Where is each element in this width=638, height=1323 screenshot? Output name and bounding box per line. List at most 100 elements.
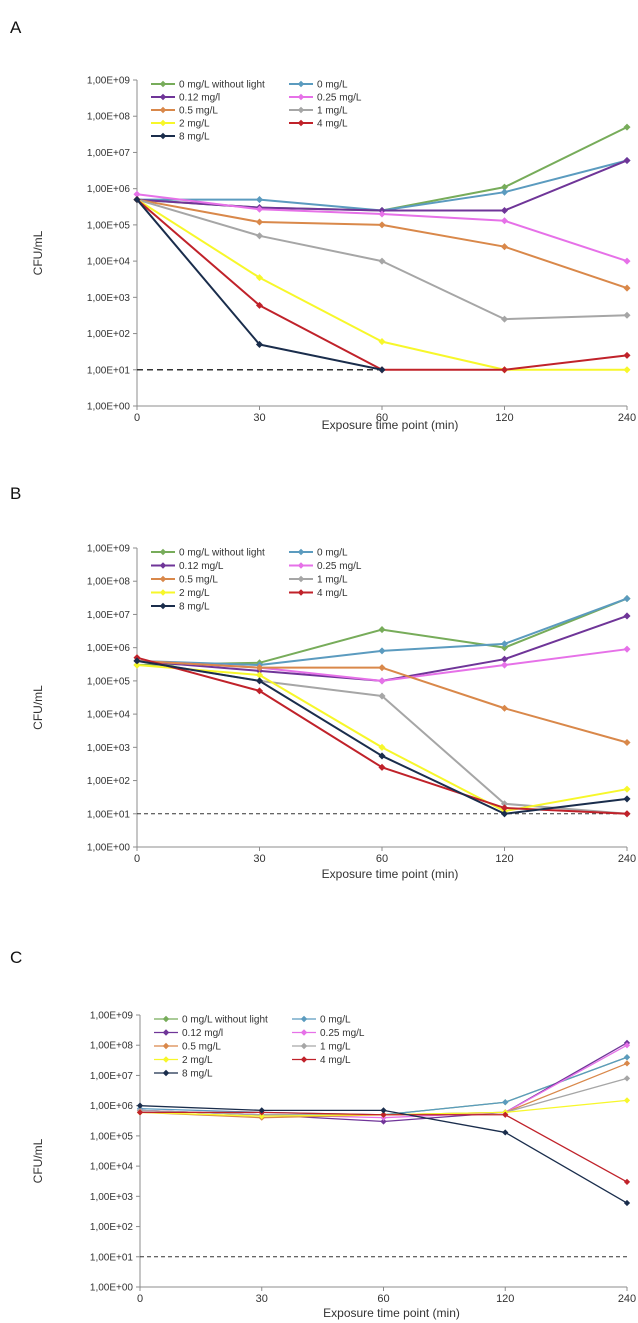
data-point [255,205,264,213]
data-point [255,340,264,348]
legend-label: 0.5 mg/L [179,106,218,117]
legend-label: 0 mg/L without light [179,80,265,91]
data-point [378,221,386,229]
x-tick-label: 60 [376,412,388,424]
panel-b: B 1,00E+00 1,00E+01 1,00E+02 1,00E+03 1,00E+… [0,440,638,882]
legend-label: 0.12 mg/l [182,1028,223,1039]
legend-marker [159,602,167,610]
legend-entry: 8 mg/L [151,602,210,613]
legend-label: 0.12 mg/L [179,561,224,572]
legend-entry: 1 mg/L [289,575,348,586]
legend-entry: 0.25 mg/L [289,561,362,572]
data-point [623,1199,631,1207]
data-point [623,645,631,653]
data-point [255,301,264,309]
y-tick-label: 1,00E+05 [90,1131,134,1142]
y-tick-label: 1,00E+09 [87,76,131,87]
legend-marker [300,1015,308,1023]
data-point [378,647,386,655]
legend-marker [300,1029,308,1036]
legend-entry: 1 mg/L [289,106,348,117]
x-tick-label: 240 [618,412,636,424]
data-point [378,752,386,760]
y-tick-label: 1,00E+07 [90,1071,134,1082]
panel-c: C 1,00E+00 1,00E+01 1,00E+02 1,00E+03 1,00E+… [0,880,638,1323]
data-point [133,190,141,198]
data-point [378,210,386,218]
data-point [623,284,631,292]
x-tick-label: 120 [496,1293,514,1305]
data-point [623,1097,631,1104]
chart-b: 1,00E+00 1,00E+01 1,00E+02 1,00E+03 1,00E+04… [31,544,636,882]
y-tick-label: 1,00E+00 [87,843,131,854]
data-point [255,274,264,282]
x-tick-label: 0 [137,1293,143,1305]
y-tick-label: 1,00E+07 [87,610,131,621]
legend-entry: 0 mg/L [289,80,348,91]
data-point [623,1054,631,1061]
x-tick-label: 60 [377,1293,389,1305]
legend-entry: 1 mg/L [292,1042,351,1053]
legend-entry: 0.25 mg/L [292,1028,365,1039]
series-6 [133,661,631,815]
series-8 [133,196,386,374]
data-point [500,217,509,225]
legend-marker [300,1056,308,1063]
y-tick-label: 1,00E+06 [87,184,131,195]
y-tick-label: 1,00E+05 [87,220,131,231]
x-tick-label: 120 [495,853,513,865]
legend-marker [159,548,167,556]
legend-entry: 8 mg/L [154,1069,213,1080]
legend-marker [162,1042,170,1050]
data-point [502,1111,509,1118]
panel-a: A 1,00E+00 1,00E+01 1,00E+02 1,00E+03 1,00E+… [0,0,638,440]
data-point [623,257,631,265]
y-tick-label: 1,00E+01 [87,365,131,376]
legend-label: 0 mg/L without light [179,548,265,559]
legend-label: 0.25 mg/L [320,1028,365,1039]
y-tick-label: 1,00E+04 [90,1162,134,1173]
legend-label: 0 mg/L [317,548,348,559]
data-point [380,1107,387,1114]
legend-label: 8 mg/L [182,1069,213,1080]
y-tick-label: 1,00E+05 [87,676,131,687]
data-point [623,351,631,359]
data-point [500,804,509,812]
data-point [623,795,631,803]
y-tick-label: 1,00E+01 [90,1252,134,1263]
data-point [378,677,386,685]
data-point [500,188,509,196]
y-tick-label: 1,00E+00 [87,402,131,413]
legend-entry: 0 mg/L [289,548,348,559]
data-point [255,664,264,672]
legend-entry: 2 mg/L [154,1055,213,1066]
legend-label: 4 mg/L [317,588,348,599]
data-point [500,640,509,648]
legend-marker [162,1015,170,1023]
x-tick-label: 0 [134,412,140,424]
data-point [623,123,631,131]
data-point [500,661,509,669]
x-tick-label: 30 [253,853,265,865]
x-tick-label: 240 [618,853,636,865]
data-point [378,366,386,374]
series-line [136,664,628,813]
legend-entry: 2 mg/L [151,119,210,130]
y-axis-title: CFU/mL [31,685,45,730]
x-tick-label: 120 [495,412,513,424]
data-point [623,156,631,165]
legend-marker [162,1069,170,1077]
legend-label: 1 mg/L [317,106,348,117]
data-point [623,1075,631,1082]
series-7 [133,654,631,818]
series-line [136,126,628,212]
chart-c: 1,00E+00 1,00E+01 1,00E+02 1,00E+03 1,00E+04… [31,1011,636,1321]
legend-entry: 4 mg/L [292,1055,351,1066]
legend-entry: 0.12 mg/L [151,561,224,572]
legend-label: 4 mg/L [317,119,348,130]
data-point [136,1102,144,1109]
data-point [133,661,141,669]
legend-label: 8 mg/L [179,602,210,613]
y-tick-label: 1,00E+06 [90,1101,134,1112]
series-3 [133,190,631,265]
